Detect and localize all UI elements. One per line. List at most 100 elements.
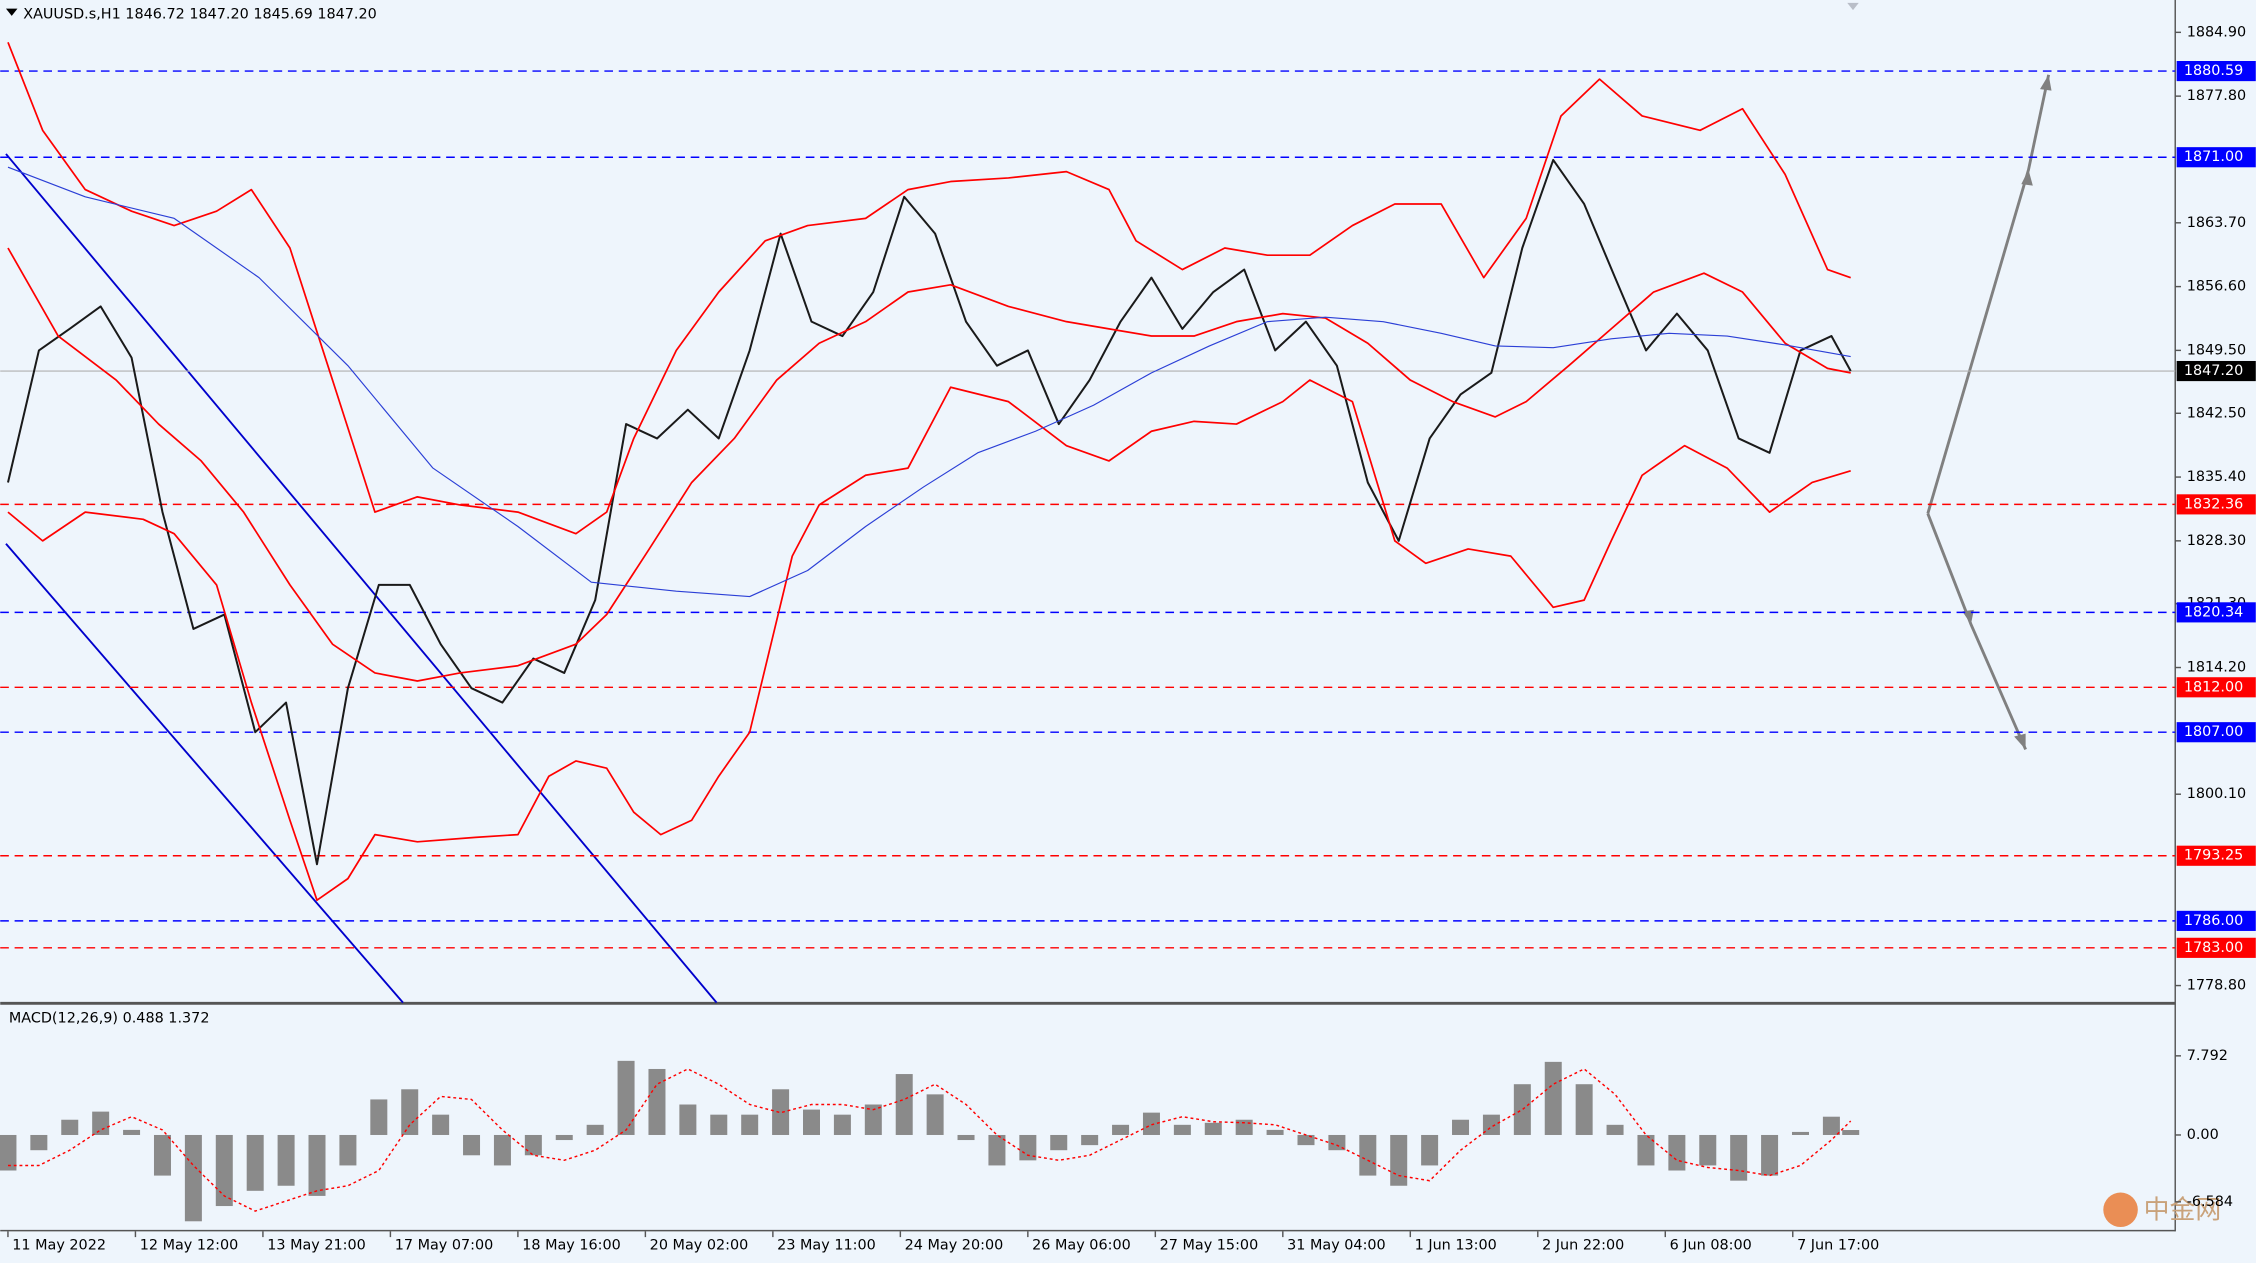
level-tag: [2176, 845, 2256, 866]
x-tick-label: 2 Jun 22:00: [1542, 1238, 1624, 1254]
x-tick-label: 13 May 21:00: [267, 1238, 366, 1254]
level-tag: [2176, 910, 2256, 931]
macd-bar: [803, 1109, 820, 1135]
price-line: [7, 247, 1851, 682]
watermark-logo: [2103, 1192, 2138, 1228]
macd-bar: [1142, 1112, 1160, 1135]
macd-bar: [277, 1134, 295, 1186]
x-tick-label: 18 May 16:00: [522, 1238, 621, 1254]
macd-bar: [184, 1134, 202, 1222]
level-tag: [2176, 677, 2256, 698]
macd-bar: [308, 1134, 326, 1196]
macd-bar: [1842, 1130, 1860, 1135]
y-tick-label: 1877.80: [2187, 88, 2246, 104]
level-label: 1880.59: [2184, 63, 2243, 79]
x-tick-label: 27 May 15:00: [1160, 1238, 1259, 1254]
level-tag: [2176, 147, 2256, 168]
macd-bar: [1668, 1134, 1686, 1171]
y-tick-label: 1814.20: [2187, 660, 2246, 676]
level-label: 1807.00: [2184, 724, 2243, 740]
macd-bar: [401, 1089, 419, 1135]
macd-bar: [463, 1134, 481, 1156]
macd-bar: [617, 1060, 635, 1135]
indicator-title: MACD(12,26,9) 0.488 1.372: [9, 1010, 210, 1026]
macd-bar: [92, 1111, 110, 1135]
macd-bar: [339, 1134, 357, 1166]
level-tag: [2176, 60, 2256, 82]
macd-bar: [1297, 1134, 1315, 1146]
macd-bar: [1328, 1134, 1346, 1151]
y-tick-label: 1842.50: [2187, 405, 2246, 421]
level-tag: [2176, 722, 2256, 743]
y-tick-label: 1849.50: [2187, 342, 2246, 358]
y-tick-label: 1856.60: [2187, 279, 2246, 295]
macd-bar: [1791, 1131, 1809, 1135]
x-tick-label: 11 May 2022: [12, 1238, 106, 1254]
macd-bar: [586, 1124, 604, 1135]
price-line: [7, 379, 1851, 902]
macd-bar: [1266, 1129, 1284, 1135]
channel-line: [5, 153, 718, 1004]
current-price-label: 1847.20: [2184, 363, 2243, 379]
macd-bar: [926, 1094, 944, 1135]
macd-bar: [1637, 1134, 1655, 1166]
menu-triangle: [5, 8, 18, 16]
macd-bar: [1359, 1134, 1377, 1176]
macd-bar: [710, 1114, 728, 1135]
shift-marker: [1847, 2, 1859, 11]
macd-bar: [370, 1099, 388, 1135]
x-tick-label: 31 May 04:00: [1287, 1238, 1386, 1254]
chart-title: XAUUSD.s,H1 1846.72 1847.20 1845.69 1847…: [23, 6, 377, 22]
level-tag: [2176, 494, 2256, 515]
macd-bar: [61, 1119, 79, 1135]
macd-bar: [30, 1134, 48, 1151]
y-tick-label: 1800.10: [2187, 786, 2246, 802]
macd-bar: [1544, 1061, 1562, 1135]
arrow-head: [1962, 609, 2026, 750]
y-tick-label: 1863.70: [2187, 215, 2246, 231]
level-label: 1832.36: [2184, 496, 2243, 512]
macd-bar: [772, 1089, 790, 1135]
macd-bar: [1081, 1134, 1099, 1146]
price-line: [7, 166, 1851, 598]
x-tick-label: 12 May 12:00: [140, 1238, 239, 1254]
arrow-head: [2021, 74, 2052, 186]
macd-bar: [1606, 1124, 1624, 1135]
macd-bar: [1173, 1124, 1191, 1135]
macd-bar: [215, 1134, 233, 1207]
x-tick-label: 6 Jun 08:00: [1670, 1238, 1752, 1254]
macd-bar: [648, 1068, 666, 1135]
macd-bar: [123, 1129, 141, 1135]
y-tick-label: 1884.90: [2187, 24, 2246, 40]
watermark: 中金网: [2144, 1196, 2222, 1226]
channel-line: [5, 543, 404, 1004]
y-tick-label: 7.792: [2187, 1048, 2228, 1064]
x-tick-label: 24 May 20:00: [905, 1238, 1004, 1254]
price-line: [7, 158, 1852, 866]
level-tag: [2176, 937, 2256, 958]
y-tick-label: 1835.40: [2187, 469, 2246, 485]
macd-bar: [957, 1134, 975, 1141]
macd-bar: [493, 1134, 511, 1166]
level-label: 1871.00: [2184, 149, 2243, 165]
macd-bar: [0, 1134, 17, 1171]
level-tag: [2176, 602, 2256, 623]
macd-bar: [524, 1134, 542, 1156]
macd-bar: [1575, 1084, 1593, 1135]
macd-bar: [679, 1104, 697, 1135]
macd-bar: [1452, 1119, 1470, 1135]
level-label: 1783.00: [2184, 940, 2243, 956]
macd-bar: [1390, 1134, 1408, 1186]
macd-bar: [1761, 1134, 1779, 1176]
x-tick-label: 20 May 02:00: [650, 1238, 749, 1254]
macd-bar: [555, 1134, 573, 1141]
macd-bar: [1513, 1084, 1531, 1135]
macd-bar: [1112, 1124, 1130, 1135]
macd-bar: [1822, 1116, 1840, 1135]
x-tick-label: 26 May 06:00: [1032, 1238, 1131, 1254]
macd-bar: [1204, 1122, 1222, 1135]
y-tick-label: 1828.30: [2187, 533, 2246, 549]
